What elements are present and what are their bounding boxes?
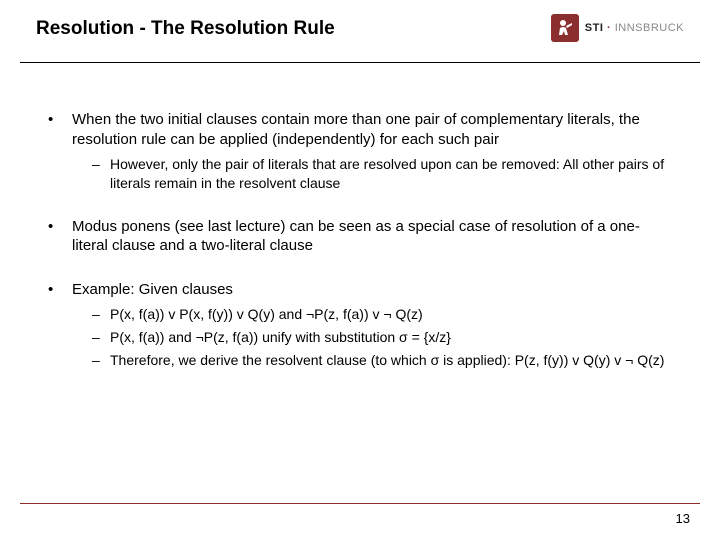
logo-text-dot: · — [603, 22, 614, 34]
bullet-text: Modus ponens (see last lecture) can be s… — [72, 218, 640, 255]
bullet-list: When the two initial clauses contain mor… — [48, 110, 672, 370]
list-item: P(x, f(a)) v P(x, f(y)) v Q(y) and ¬P(z,… — [92, 305, 672, 324]
logo-text-sti: STI — [585, 22, 604, 34]
list-item: Example: Given clauses P(x, f(a)) v P(x,… — [48, 280, 672, 370]
divider-top — [20, 62, 700, 63]
sub-bullet-text: Therefore, we derive the resolvent claus… — [110, 352, 664, 368]
sub-bullet-text: However, only the pair of literals that … — [110, 156, 664, 191]
sub-bullet-text: P(x, f(a)) and ¬P(z, f(a)) unify with su… — [110, 329, 451, 345]
bullet-text: When the two initial clauses contain mor… — [72, 111, 640, 148]
logo-text-innsbruck: INNSBRUCK — [615, 22, 684, 34]
sub-bullet-text: P(x, f(a)) v P(x, f(y)) v Q(y) and ¬P(z,… — [110, 306, 423, 322]
page-number: 13 — [676, 511, 690, 526]
content: When the two initial clauses contain mor… — [48, 110, 672, 394]
logo-icon — [551, 14, 579, 42]
divider-bottom — [20, 503, 700, 504]
list-item: Modus ponens (see last lecture) can be s… — [48, 217, 672, 256]
sub-list: However, only the pair of literals that … — [92, 155, 672, 193]
sub-list: P(x, f(a)) v P(x, f(y)) v Q(y) and ¬P(z,… — [92, 305, 672, 370]
person-icon — [554, 17, 576, 39]
list-item: However, only the pair of literals that … — [92, 155, 672, 193]
logo: STI · INNSBRUCK — [551, 14, 684, 42]
slide: Resolution - The Resolution Rule STI · I… — [0, 0, 720, 540]
list-item: Therefore, we derive the resolvent claus… — [92, 351, 672, 370]
list-item: P(x, f(a)) and ¬P(z, f(a)) unify with su… — [92, 328, 672, 347]
logo-text: STI · INNSBRUCK — [585, 22, 684, 34]
bullet-text: Example: Given clauses — [72, 281, 233, 298]
list-item: When the two initial clauses contain mor… — [48, 110, 672, 193]
